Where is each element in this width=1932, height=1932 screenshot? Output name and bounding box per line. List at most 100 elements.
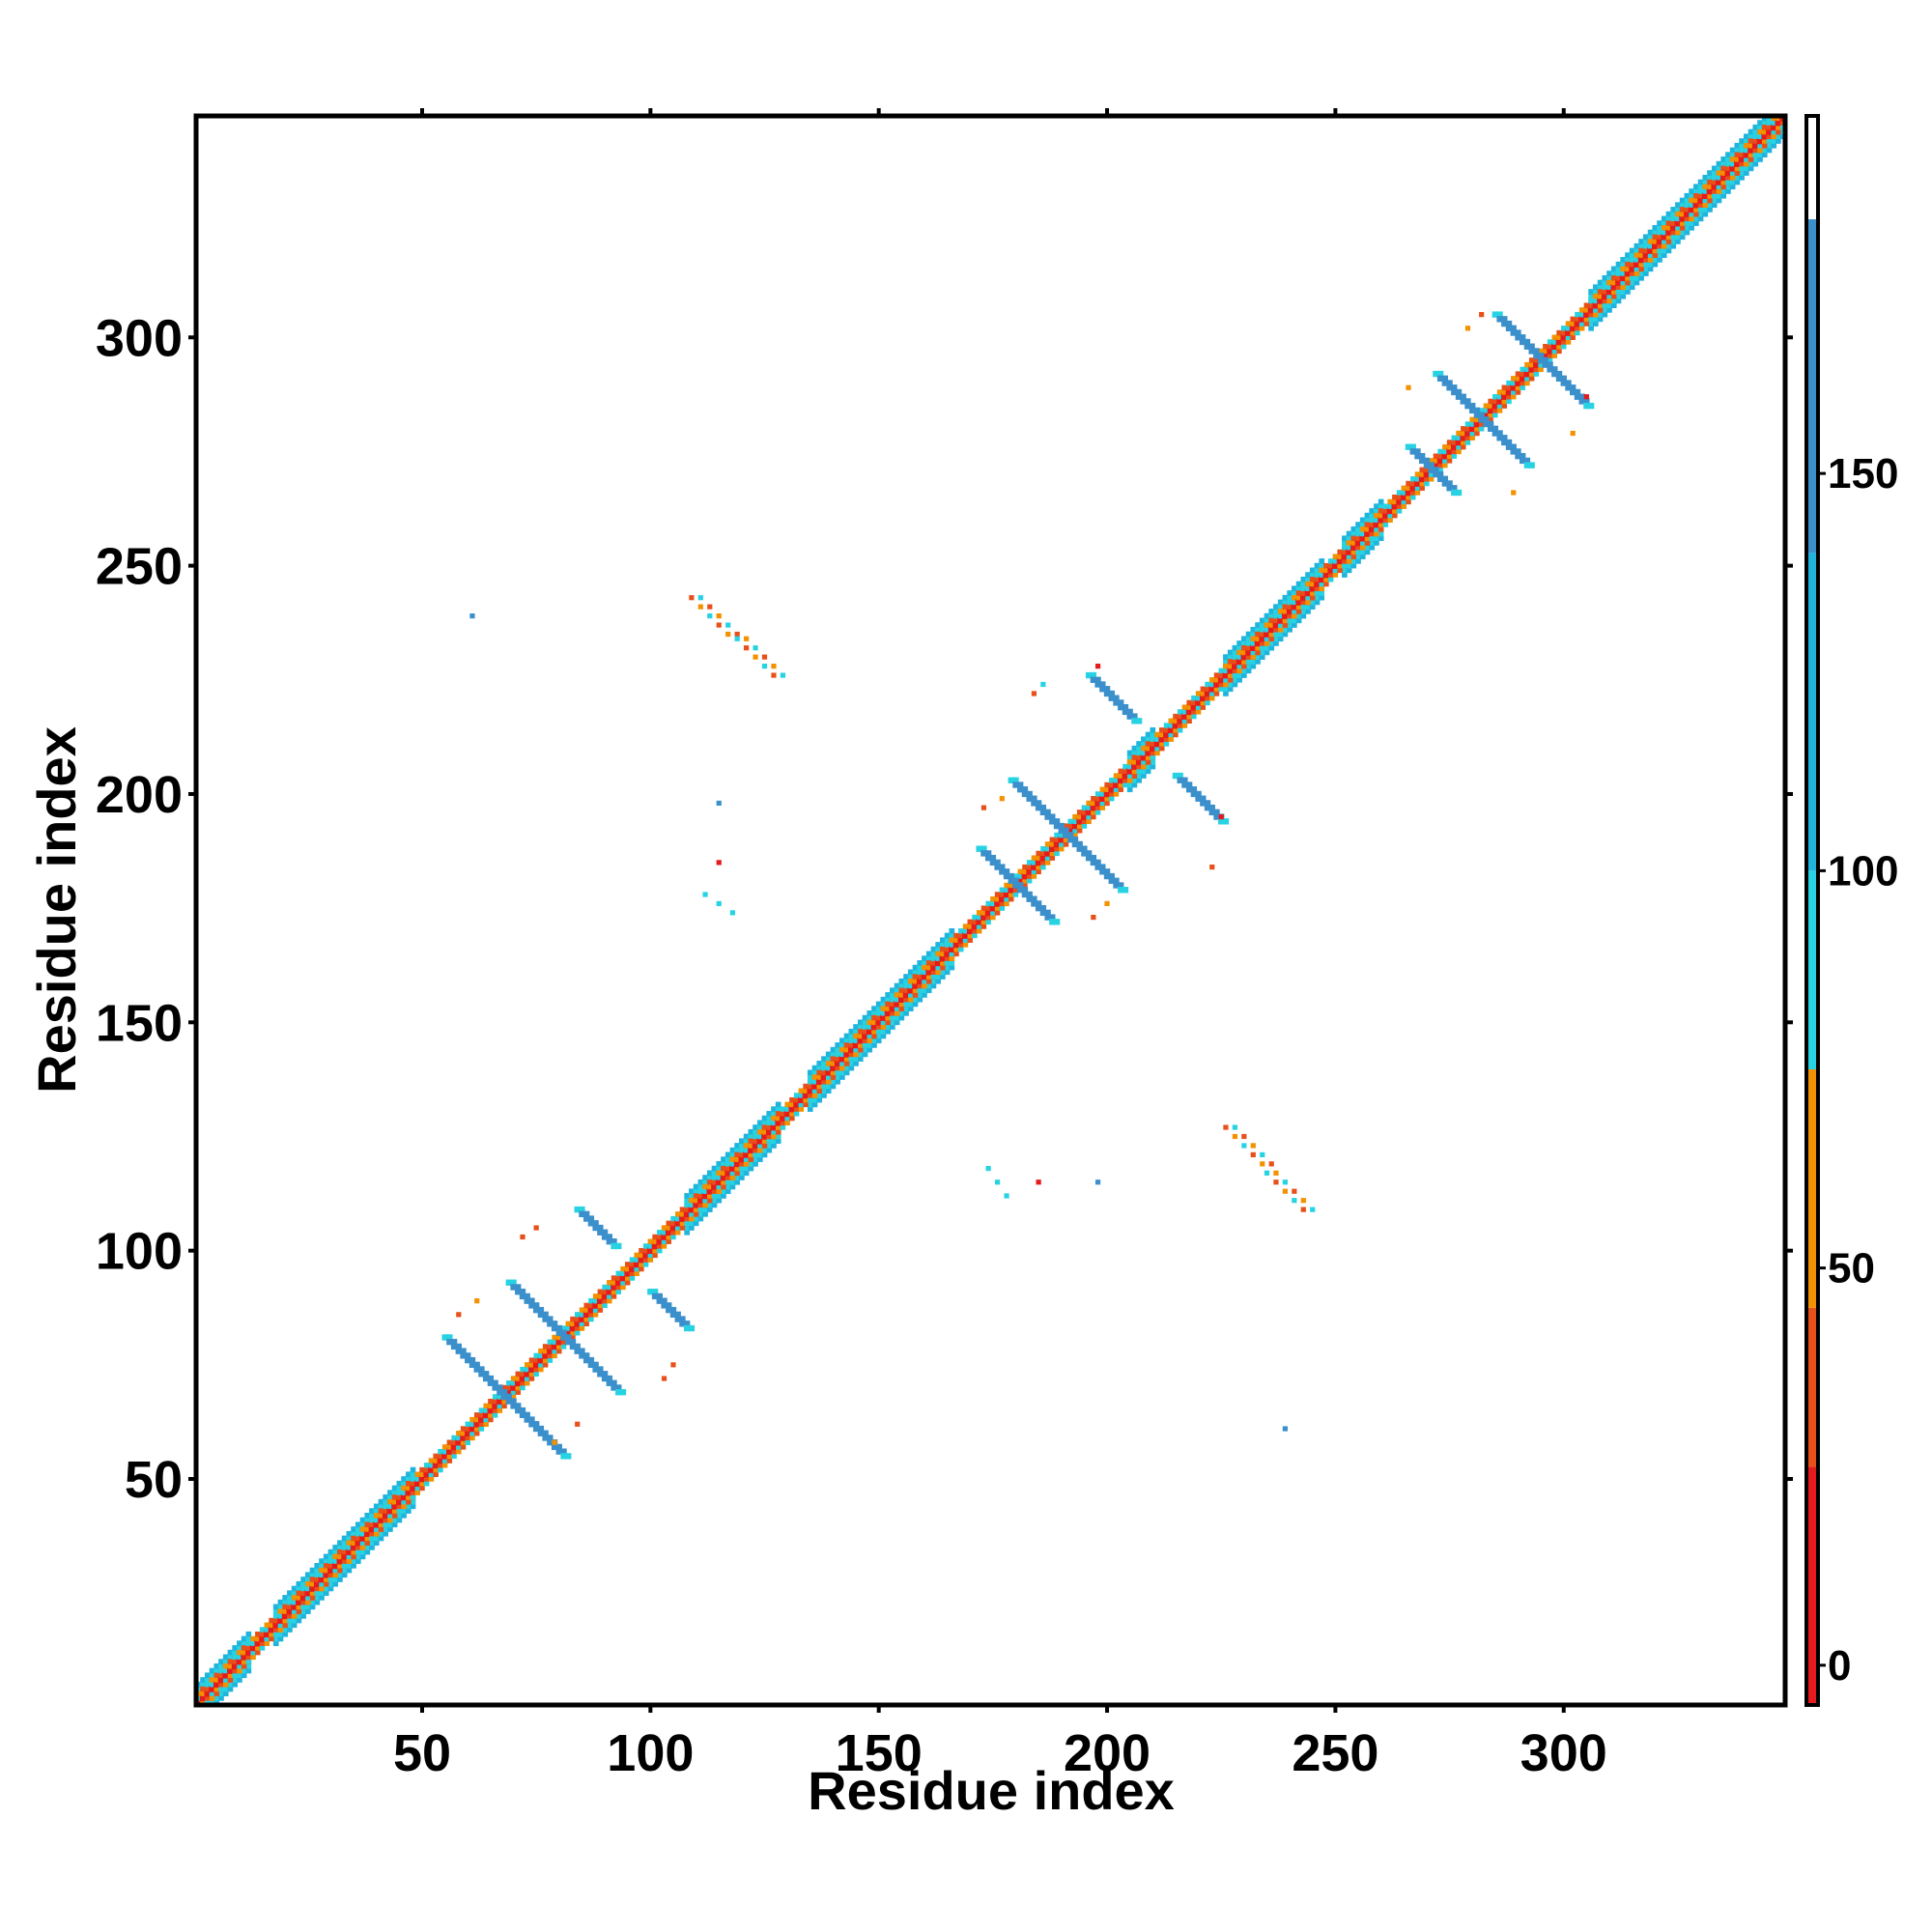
diagonal-cell [880, 1014, 887, 1021]
helix-contact-cell [1771, 138, 1777, 144]
near-diagonal-cell [775, 1124, 781, 1130]
diagonal-cell [701, 1192, 709, 1200]
diagonal-cell [196, 1699, 202, 1705]
near-diagonal-cell [798, 1093, 805, 1098]
near-diagonal-cell [1305, 599, 1311, 606]
helix-contact-cell [351, 1530, 356, 1537]
near-diagonal-cell [647, 1257, 654, 1263]
near-diagonal-cell [1044, 845, 1051, 852]
near-diagonal-cell [1094, 795, 1101, 802]
diagonal-cell [693, 1202, 699, 1208]
near-diagonal-cell [1154, 750, 1160, 756]
near-diagonal-cell [1720, 165, 1726, 172]
near-diagonal-cell [1652, 252, 1658, 258]
near-diagonal-cell [1729, 160, 1736, 167]
near-diagonal-cell [1474, 416, 1480, 423]
near-diagonal-cell [1159, 727, 1165, 733]
helix-contact-cell [766, 1147, 773, 1153]
near-diagonal-cell [666, 1234, 671, 1240]
strand-contact-cell [441, 1334, 448, 1341]
helix-contact-cell [1264, 617, 1270, 624]
near-diagonal-cell [597, 1307, 604, 1313]
diagonal-cell [898, 996, 905, 1003]
strand-contact-cell [1455, 388, 1463, 396]
near-diagonal-cell [269, 1617, 274, 1624]
near-diagonal-cell [414, 1476, 420, 1482]
near-diagonal-cell [1424, 467, 1430, 473]
strand-contact-cell [492, 1384, 498, 1391]
helix-contact-cell [391, 1521, 398, 1528]
contact-cell [994, 1179, 1001, 1185]
helix-contact-cell [304, 1577, 311, 1582]
helix-contact-cell [218, 1690, 224, 1697]
near-diagonal-cell [761, 1143, 768, 1149]
diagonal-cell [870, 1023, 878, 1031]
near-diagonal-cell [1689, 197, 1694, 204]
near-diagonal-cell [1647, 243, 1654, 249]
helix-contact-cell [1642, 239, 1649, 244]
near-diagonal-cell [743, 1147, 750, 1153]
helix-contact-cell [277, 1604, 284, 1610]
diagonal-cell [1332, 562, 1339, 569]
near-diagonal-cell [478, 1412, 485, 1418]
helix-contact-cell [1661, 247, 1667, 254]
y-tick-label: 200 [96, 766, 183, 824]
near-diagonal-cell [469, 1421, 475, 1428]
strand-contact-cell [582, 1352, 590, 1359]
near-diagonal-cell [1702, 202, 1708, 208]
helix-contact-cell [748, 1128, 754, 1135]
near-diagonal-cell [1744, 160, 1749, 167]
near-diagonal-cell [674, 1230, 681, 1236]
near-diagonal-cell [1657, 229, 1662, 236]
near-diagonal-cell [515, 1389, 521, 1395]
near-diagonal-cell [1036, 855, 1041, 861]
helix-contact-cell [1236, 672, 1242, 678]
diagonal-cell [268, 1626, 275, 1634]
near-diagonal-cell [1524, 376, 1530, 382]
strand-contact-cell [1049, 914, 1056, 921]
diagonal-cell [547, 1348, 554, 1354]
near-diagonal-cell [1747, 143, 1754, 149]
diagonal-cell [679, 1215, 686, 1222]
near-diagonal-cell [469, 1416, 475, 1423]
near-diagonal-cell [647, 1252, 654, 1259]
near-diagonal-cell [1086, 805, 1092, 810]
near-diagonal-cell [1392, 508, 1398, 514]
near-diagonal-cell [624, 1275, 631, 1281]
near-diagonal-cell [890, 1001, 895, 1008]
diagonal-cell [884, 1009, 892, 1017]
diagonal-cell [359, 1535, 366, 1542]
helix-contact-cell [401, 1480, 407, 1487]
near-diagonal-cell [1012, 892, 1019, 897]
near-diagonal-cell [1332, 567, 1339, 574]
helix-contact-cell [1757, 156, 1763, 162]
helix-contact-cell [1309, 572, 1316, 578]
near-diagonal-cell [670, 1230, 676, 1236]
near-diagonal-cell [341, 1545, 348, 1550]
diagonal-cell [428, 1466, 435, 1473]
helix-contact-cell [359, 1548, 366, 1555]
sheet-contact-cell [761, 654, 768, 660]
helix-contact-cell [1359, 522, 1366, 527]
near-diagonal-cell [1260, 640, 1265, 646]
near-diagonal-cell [922, 964, 927, 971]
near-diagonal-cell [925, 974, 932, 980]
near-diagonal-cell [1410, 480, 1416, 487]
near-diagonal-cell [1314, 590, 1321, 596]
near-diagonal-cell [346, 1558, 353, 1564]
diagonal-cell [1066, 827, 1074, 835]
near-diagonal-cell [1118, 773, 1123, 779]
near-diagonal-cell [962, 923, 969, 929]
strand-contact-cell [1044, 909, 1051, 917]
near-diagonal-cell [351, 1548, 356, 1555]
near-diagonal-cell [602, 1284, 608, 1291]
helix-contact-cell [903, 1010, 909, 1016]
near-diagonal-cell [383, 1517, 388, 1523]
helix-contact-cell [753, 1156, 758, 1162]
strand-contact-cell [469, 1356, 476, 1364]
near-diagonal-cell [1501, 403, 1508, 409]
strand-contact-cell [1053, 919, 1061, 925]
helix-contact-cell [351, 1562, 356, 1569]
helix-contact-cell [1743, 138, 1749, 144]
